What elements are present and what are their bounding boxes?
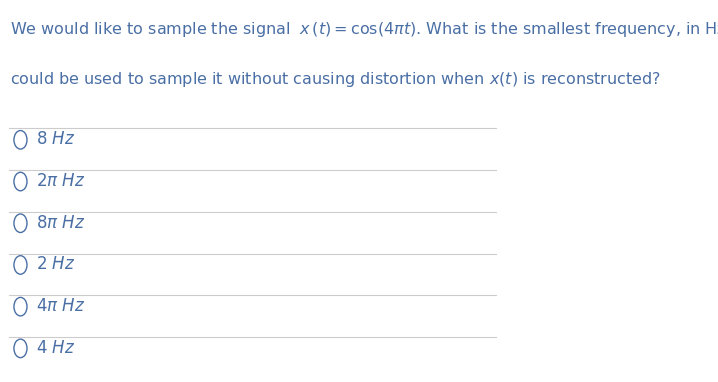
Text: We would like to sample the signal  $x\,(t) = \cos(4\pi t)$. What is the smalles: We would like to sample the signal $x\,(… xyxy=(11,20,718,39)
Text: $2\ \mathit{Hz}$: $2\ \mathit{Hz}$ xyxy=(35,256,75,274)
Text: $4\ \mathit{Hz}$: $4\ \mathit{Hz}$ xyxy=(35,340,75,357)
Text: $8\ \mathit{Hz}$: $8\ \mathit{Hz}$ xyxy=(35,131,75,148)
Text: $2\pi\ \mathit{Hz}$: $2\pi\ \mathit{Hz}$ xyxy=(35,173,85,190)
Text: $8\pi\ \mathit{Hz}$: $8\pi\ \mathit{Hz}$ xyxy=(35,215,85,232)
Text: could be used to sample it without causing distortion when $x(t)$ is reconstruct: could be used to sample it without causi… xyxy=(11,70,661,89)
Text: $4\pi\ \mathit{Hz}$: $4\pi\ \mathit{Hz}$ xyxy=(35,298,85,315)
